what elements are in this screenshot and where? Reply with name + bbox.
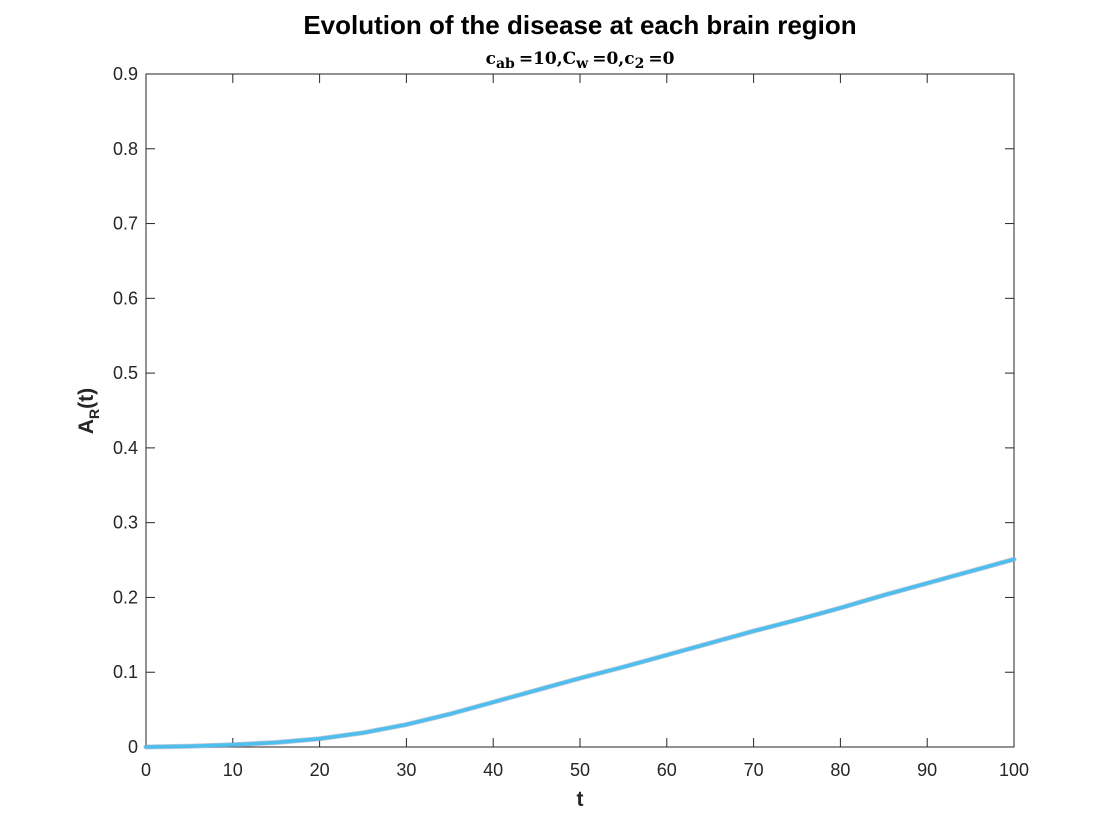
y-tick-label: 0.5 (113, 363, 138, 383)
y-axis-label-sub: R (86, 409, 102, 419)
plot-box (145, 73, 1015, 748)
data-point (578, 677, 582, 680)
data-point (882, 594, 885, 597)
y-axis-label: AR(t) (75, 388, 102, 434)
x-tick-label: 70 (744, 760, 764, 780)
subtitle-c2-value: =0 (648, 49, 674, 69)
subtitle-C-value: =0, (592, 49, 624, 69)
data-point (492, 700, 495, 704)
y-tick-label: 0.3 (113, 513, 138, 533)
y-tick-label: 0.4 (113, 438, 138, 458)
y-tick-label: 0.2 (113, 587, 138, 607)
x-tick-label: 30 (396, 760, 416, 780)
x-tick-label: 60 (657, 760, 677, 780)
subtitle-c2-letter: c (624, 49, 634, 69)
data-point (361, 731, 365, 734)
subtitle-c-value: =10, (519, 49, 563, 69)
data-point (1012, 558, 1016, 561)
data-point (665, 653, 668, 657)
data-point (969, 570, 972, 573)
data-point (839, 606, 842, 610)
y-tick-label: 0.7 (113, 214, 138, 234)
subtitle-c-sub: ab (496, 56, 515, 72)
x-tick-label: 0 (141, 760, 151, 780)
y-tick-label: 0.8 (113, 139, 138, 159)
x-axis-label: t (577, 788, 584, 811)
x-tick-label: 90 (917, 760, 937, 780)
data-point (448, 712, 451, 716)
subtitle-c2-sub: 2 (635, 56, 645, 72)
subtitle-C-letter: C (563, 49, 577, 69)
x-tick-label: 50 (570, 760, 590, 780)
y-tick-label: 0 (128, 737, 138, 757)
data-point (318, 737, 321, 740)
x-tick-label: 100 (999, 760, 1029, 780)
x-tick-label: 20 (310, 760, 330, 780)
x-tick-label: 40 (483, 760, 503, 780)
data-point (795, 618, 799, 622)
y-tick-label: 0.1 (113, 662, 138, 682)
subtitle-C-sub: w (575, 56, 589, 72)
y-axis-label-main: A (75, 419, 98, 434)
chart-title: Evolution of the disease at each brain r… (303, 10, 856, 40)
x-tick-label: 10 (223, 760, 243, 780)
x-tick-label: 80 (830, 760, 850, 780)
data-point (752, 629, 755, 633)
data-point (188, 745, 191, 748)
y-tick-label: 0.9 (113, 64, 138, 84)
data-point (144, 745, 148, 749)
data-point (231, 743, 234, 746)
data-point (535, 688, 538, 692)
plot-area: 0 10 20 30 40 50 60 70 80 90 100 0 0.1 0.2 0.3 0.4 0.5 0.… (113, 64, 1029, 780)
y-tick-label: 0.6 (113, 288, 138, 308)
data-point (622, 665, 625, 669)
data-point (926, 582, 929, 585)
y-axis-label-suffix: (t) (75, 388, 98, 409)
data-point (275, 741, 278, 744)
subtitle-c-letter: c (486, 49, 496, 69)
data-point (709, 641, 712, 645)
chart-subtitle: cab =10,Cw =0,c2 =0 (486, 49, 675, 72)
data-point (405, 723, 408, 726)
